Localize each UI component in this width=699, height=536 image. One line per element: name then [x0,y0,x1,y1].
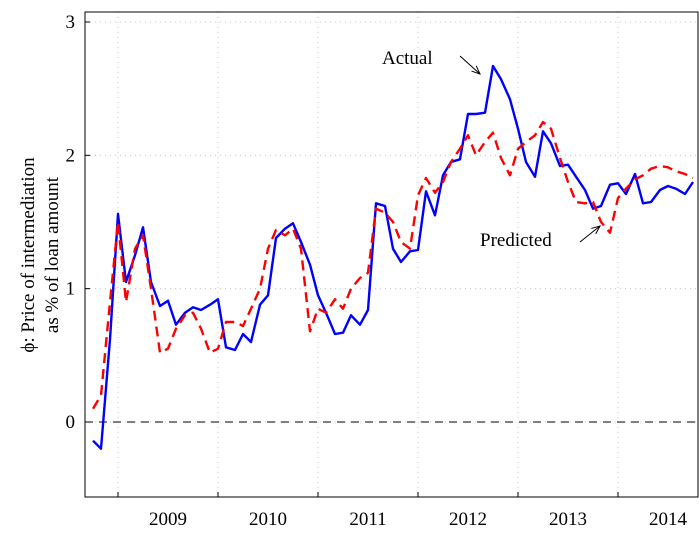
y-tick-label: 3 [66,12,76,33]
y-axis-label: ϕ: Price of intermediation [18,157,39,353]
x-tick-label: 2010 [249,509,287,530]
series-line [92,64,694,450]
y-axis-label: as % of loan amount [42,176,63,333]
y-tick-label: 2 [66,145,76,166]
y-tick-label: 0 [66,412,76,433]
plot-frame [84,11,699,498]
legend-label: Actual [382,48,433,69]
x-tick-label: 2013 [549,509,587,530]
y-tick-label: 1 [66,279,76,300]
annotation-arrow-head [591,225,602,235]
annotation-arrow [579,225,601,243]
x-tick-label: 2014 [649,509,688,530]
x-tick-label: 2009 [149,509,187,530]
series-line [91,120,694,410]
x-tick-label: 2012 [449,509,487,530]
annotation-arrow-head [471,65,481,75]
annotation-arrow [459,55,481,75]
legend-label: Predicted [480,230,552,251]
x-tick-label: 2011 [349,509,386,530]
